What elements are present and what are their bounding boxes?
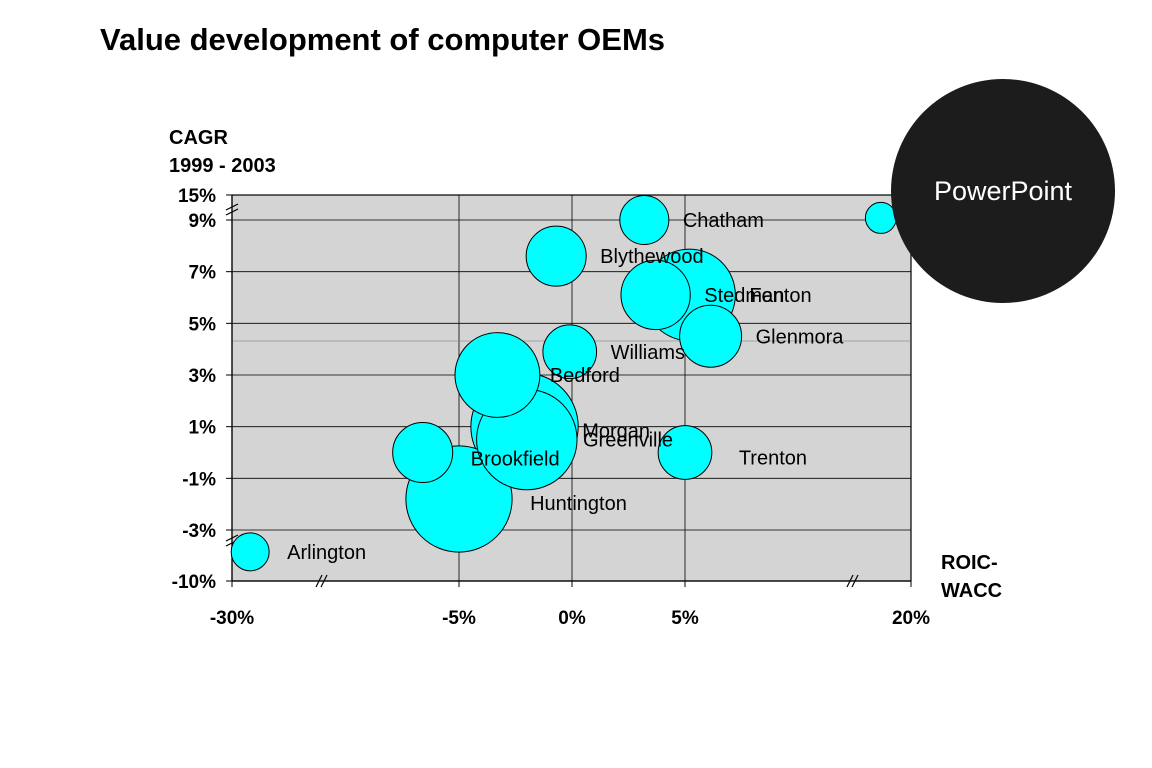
bubble-label: Greenville — [583, 430, 673, 452]
powerpoint-badge[interactable]: PowerPoint — [891, 79, 1115, 303]
x-axis-title-line2: WACC — [941, 580, 1003, 602]
bubble-bedford — [454, 332, 541, 418]
bubble-label: Stedman — [704, 285, 784, 307]
y-axis-title-line1: CAGR — [169, 127, 228, 149]
x-tick-label: 5% — [671, 608, 699, 629]
bubble-blythewood — [525, 225, 587, 287]
bubble-stedman — [620, 259, 691, 331]
axis-break-mark — [225, 534, 239, 542]
y-axis-title: CAGR 1999 - 2003 — [169, 124, 276, 180]
y-tick-label: 9% — [189, 211, 217, 232]
y-tick-label: -3% — [182, 521, 216, 542]
x-tick-label: 20% — [892, 608, 930, 629]
x-axis-title-line1: ROIC- — [941, 552, 998, 574]
y-tick-label: 15% — [178, 186, 216, 207]
bubble-brookfield — [392, 421, 454, 484]
axis-break-mark — [320, 574, 328, 588]
y-tick-label: -1% — [182, 469, 216, 490]
bubble-label: Williams — [611, 342, 685, 364]
axis-break-mark — [225, 208, 239, 216]
y-tick-label: 1% — [189, 418, 217, 439]
x-tick-label: 0% — [558, 608, 586, 629]
bubble-glenmora — [679, 304, 743, 368]
bubble-label: Brookfield — [471, 449, 560, 471]
bubble-label: Blythewood — [600, 246, 703, 268]
axis-break-mark — [315, 574, 323, 588]
y-tick-label: 5% — [189, 314, 217, 335]
powerpoint-badge-label: PowerPoint — [933, 175, 1073, 206]
x-tick-label: -30% — [210, 608, 254, 629]
x-tick-label: -5% — [442, 608, 476, 629]
y-tick-label: 7% — [189, 263, 217, 284]
x-axis-title: ROIC- WACC — [941, 549, 1002, 605]
bubble-arlington — [230, 532, 270, 572]
bubble-williams — [542, 324, 598, 380]
bubble-trenton — [657, 425, 713, 480]
bubble-chatham — [619, 195, 670, 245]
bubble-label: Huntington — [530, 493, 627, 515]
axis-break-mark — [846, 574, 854, 588]
bubble-label: Chatham — [683, 210, 764, 232]
bubble-label: Trenton — [739, 448, 807, 470]
bubble-label: Fenton — [749, 285, 811, 307]
bubble-label: Arlington — [287, 542, 366, 564]
axis-break-mark — [225, 203, 239, 211]
y-tick-label: -10% — [172, 572, 216, 593]
axis-break-mark — [851, 574, 859, 588]
bubble-label: Glenmora — [756, 326, 845, 348]
y-axis-title-line2: 1999 - 2003 — [169, 155, 276, 177]
page-title: Value development of computer OEMs — [100, 22, 666, 57]
bubble-label: Morgan — [582, 421, 650, 443]
y-tick-label: 3% — [189, 366, 217, 387]
bubble-label: Bedford — [550, 365, 620, 387]
